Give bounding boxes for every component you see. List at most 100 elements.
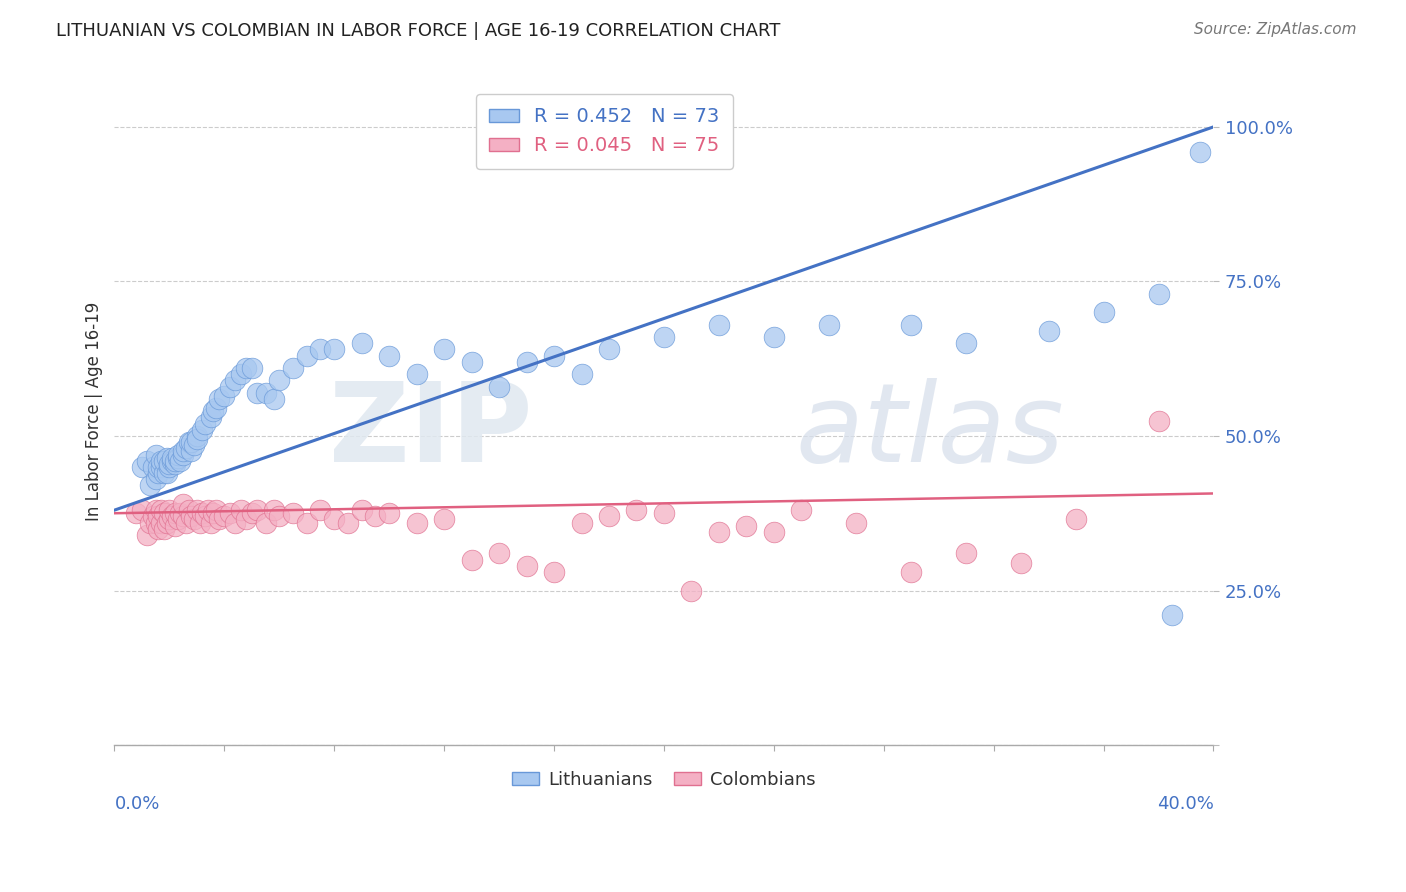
Point [148,509,170,524]
Point [150,516,173,530]
Point [157,459,180,474]
Point [142,509,165,524]
Point [186,432,208,446]
Point [200,410,222,425]
Point [488,546,510,560]
Point [1092,305,1115,319]
Point [254,385,277,400]
Point [323,512,346,526]
Point [153,466,176,480]
Point [200,516,222,530]
Point [145,472,167,486]
Point [131,503,153,517]
Point [762,524,785,539]
Point [163,453,186,467]
Point [148,522,170,536]
Point [172,509,194,524]
Point [194,509,217,524]
Point [160,450,183,465]
Point [433,343,456,357]
Point [543,349,565,363]
Point [139,516,162,530]
Point [156,466,179,480]
Point [1147,286,1170,301]
Point [405,516,427,530]
Point [246,503,269,517]
Point [180,435,202,450]
Point [295,349,318,363]
Point [163,506,186,520]
Point [197,503,219,517]
Point [208,392,231,406]
Point [188,516,211,530]
Point [191,423,214,437]
Point [156,516,179,530]
Point [145,516,167,530]
Point [229,503,252,517]
Text: ZIP: ZIP [329,378,531,484]
Point [174,516,197,530]
Point [571,367,593,381]
Point [157,503,180,517]
Point [405,367,427,381]
Point [148,459,170,474]
Point [172,448,194,462]
Point [364,509,387,524]
Point [295,516,318,530]
Point [488,379,510,393]
Point [350,503,373,517]
Point [191,506,214,520]
Point [131,459,153,474]
Point [142,459,165,474]
Point [160,509,183,524]
Legend: Lithuanians, Colombians: Lithuanians, Colombians [505,764,823,796]
Point [1038,324,1060,338]
Point [163,518,186,533]
Point [180,509,202,524]
Point [224,516,246,530]
Text: 40.0%: 40.0% [1157,795,1213,814]
Point [350,336,373,351]
Text: LITHUANIAN VS COLOMBIAN IN LABOR FORCE | AGE 16-19 CORRELATION CHART: LITHUANIAN VS COLOMBIAN IN LABOR FORCE |… [56,22,780,40]
Point [145,448,167,462]
Point [172,444,194,458]
Point [194,417,217,431]
Point [1064,512,1087,526]
Point [235,361,257,376]
Point [1147,413,1170,427]
Point [1010,556,1032,570]
Point [1188,145,1211,159]
Point [205,401,228,416]
Point [235,512,257,526]
Point [169,453,191,467]
Point [177,435,200,450]
Point [218,379,240,393]
Point [145,503,167,517]
Point [157,457,180,471]
Point [263,392,285,406]
Point [177,503,200,517]
Point [156,450,179,465]
Point [762,330,785,344]
Point [269,509,291,524]
Point [166,450,188,465]
Point [652,506,675,520]
Point [845,516,868,530]
Point [160,453,183,467]
Point [433,512,456,526]
Point [153,506,176,520]
Point [378,349,401,363]
Point [150,503,173,517]
Point [460,552,482,566]
Point [598,343,620,357]
Point [214,389,236,403]
Point [150,459,173,474]
Point [598,509,620,524]
Point [955,546,977,560]
Point [790,503,813,517]
Point [214,509,236,524]
Point [202,404,225,418]
Point [900,565,922,579]
Point [229,367,252,381]
Point [652,330,675,344]
